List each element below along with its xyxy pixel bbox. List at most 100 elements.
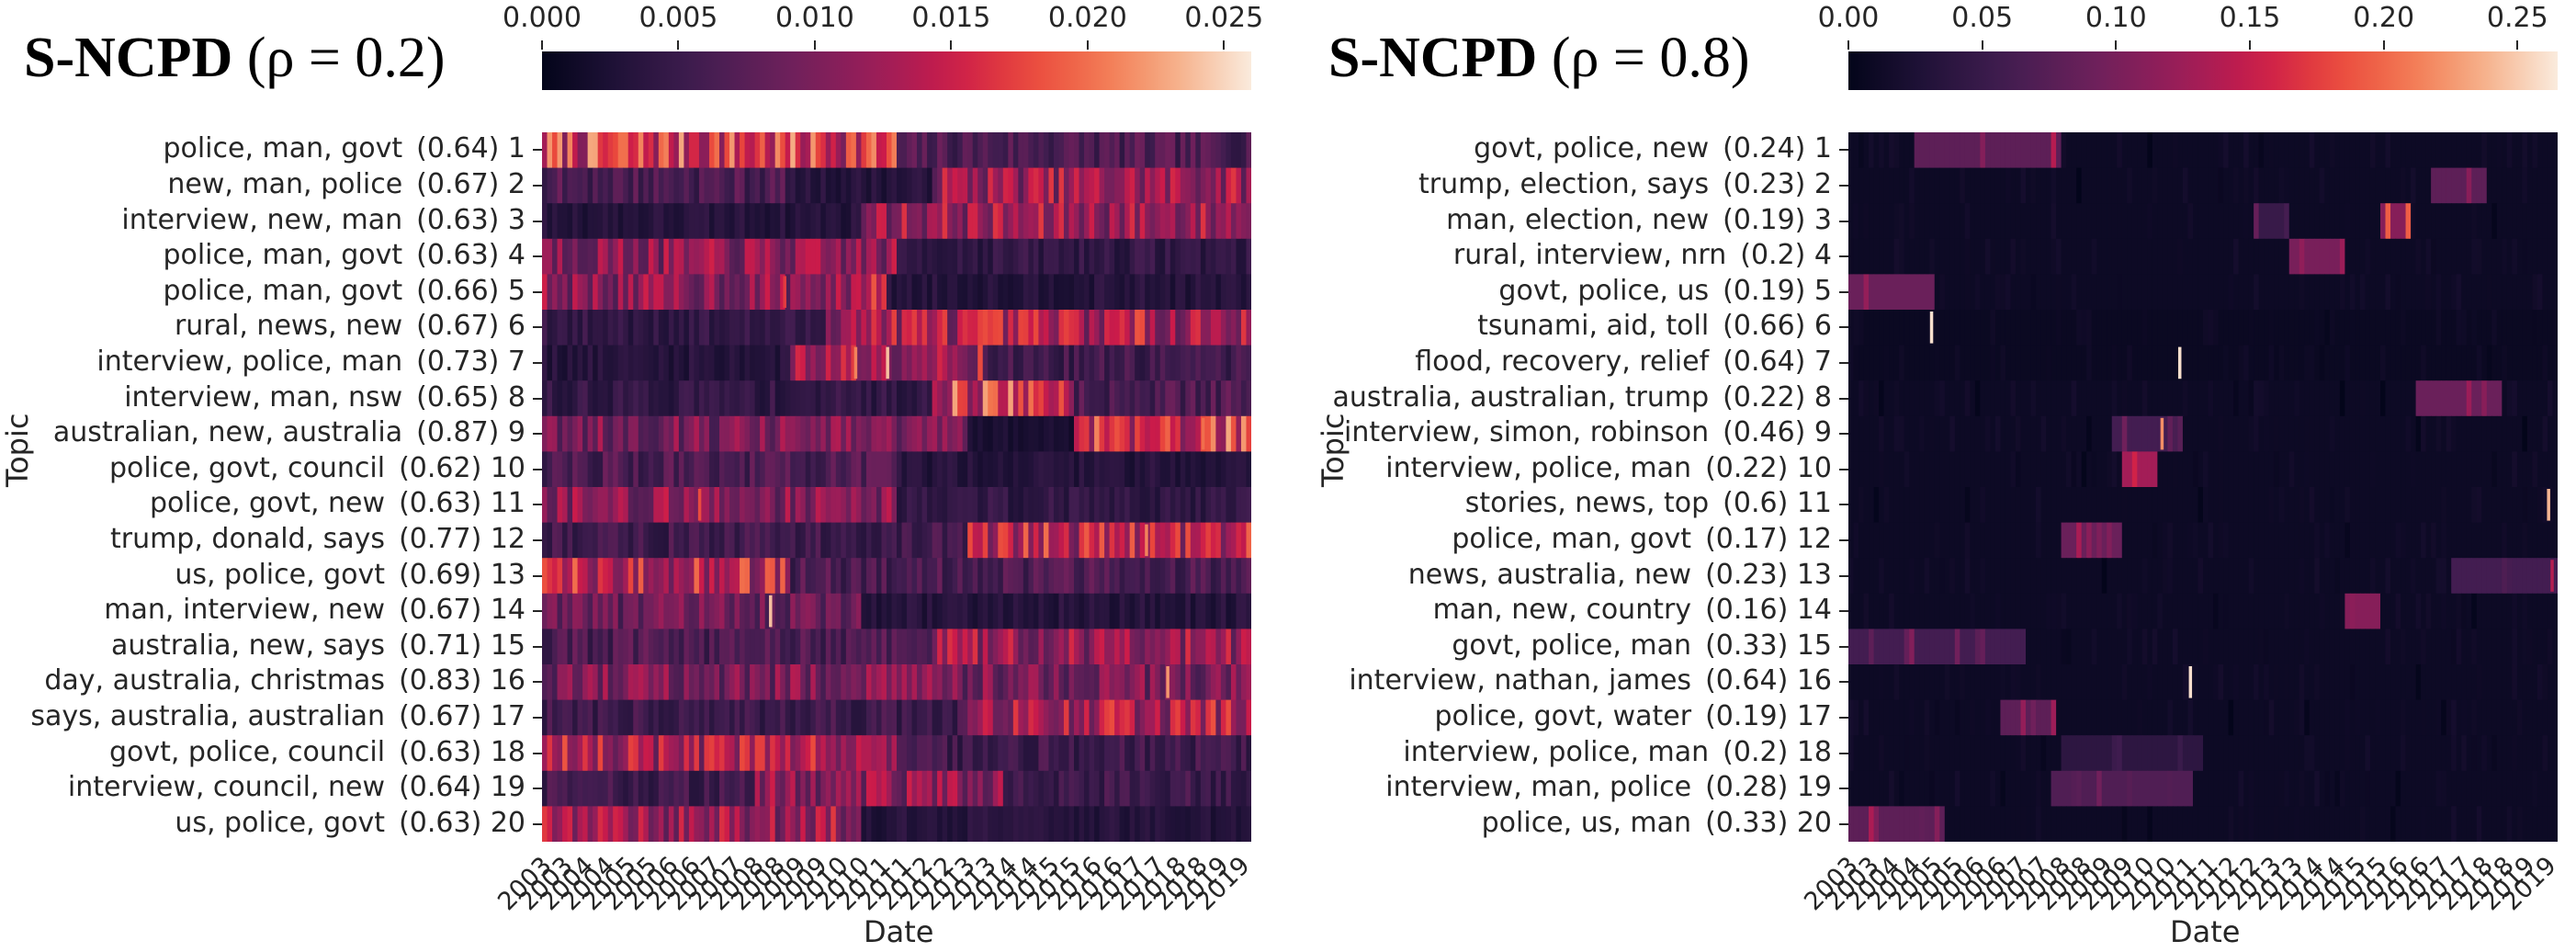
heatmap-cell <box>627 487 634 524</box>
heatmap-cell <box>947 132 954 169</box>
heatmap-cell <box>2127 487 2133 524</box>
heatmap-cell <box>891 167 898 204</box>
heatmap-cell <box>2526 238 2534 275</box>
heatmap-cell <box>708 132 716 169</box>
heatmap-cell <box>901 451 908 488</box>
heatmap-cell <box>1028 487 1034 524</box>
heatmap-cell <box>770 664 776 701</box>
heatmap-cell <box>972 522 978 559</box>
heatmap-cell <box>2324 238 2331 275</box>
heatmap-cell <box>937 699 943 736</box>
heatmap-cell <box>2010 274 2017 311</box>
heatmap-cell <box>790 487 797 524</box>
heatmap-cell <box>1883 593 1890 629</box>
heatmap-cell <box>542 203 548 240</box>
heatmap-cell <box>952 132 958 169</box>
heatmap-cell <box>1180 487 1186 524</box>
heatmap-cell <box>2421 415 2427 452</box>
heatmap-cell <box>542 487 548 524</box>
heatmap-cell <box>1909 203 1915 240</box>
heatmap-cell <box>2061 415 2067 452</box>
heatmap-cell <box>744 380 751 417</box>
heatmap-cell <box>1159 629 1166 665</box>
heatmap-cell <box>673 487 680 524</box>
heatmap-cell <box>2274 451 2280 488</box>
heatmap-cell <box>800 132 807 169</box>
heatmap-cell <box>871 558 877 595</box>
heatmap-cell <box>2299 451 2305 488</box>
heatmap-cell <box>1129 380 1135 417</box>
heatmap-cell <box>2157 522 2164 559</box>
heatmap-cell <box>774 770 781 807</box>
heatmap-cell <box>2456 203 2462 240</box>
heatmap-cell <box>1084 238 1090 275</box>
heatmap-cell <box>2056 345 2062 381</box>
heatmap-cell <box>815 487 821 524</box>
heatmap-cell <box>1195 806 1202 842</box>
heatmap-cell <box>1960 167 1966 204</box>
heatmap-cell <box>861 345 867 381</box>
heatmap-cell <box>982 664 989 701</box>
heatmap-cell <box>643 664 650 701</box>
heatmap-cell <box>967 415 974 452</box>
heatmap-cell <box>1873 415 1880 452</box>
heatmap-cell <box>855 770 862 807</box>
heatmap-cell <box>577 664 583 701</box>
heatmap-cell <box>593 238 599 275</box>
heatmap-cell <box>1215 451 1222 488</box>
heatmap-cell <box>1859 238 1865 275</box>
heatmap-cell <box>597 699 604 736</box>
heatmap-cell <box>2096 593 2103 629</box>
heatmap-cell <box>901 132 908 169</box>
heatmap-cell <box>1129 345 1135 381</box>
heatmap-cell <box>921 593 928 629</box>
heatmap-cell <box>1119 415 1125 452</box>
heatmap-cell <box>1974 380 1981 417</box>
heatmap-cell <box>865 664 873 701</box>
heatmap-cell <box>876 345 883 381</box>
heatmap-cell <box>2264 415 2270 452</box>
heatmap-cell <box>998 451 1004 488</box>
heatmap-cell <box>1139 487 1146 524</box>
heatmap-cell <box>663 310 670 346</box>
heatmap-cell <box>1873 522 1880 559</box>
heatmap-cell <box>2552 345 2558 381</box>
heatmap-cell <box>2390 380 2397 417</box>
heatmap-cell <box>1939 629 1946 665</box>
heatmap-cell <box>2243 593 2250 629</box>
heatmap-cell <box>937 735 943 772</box>
heatmap-cell <box>1195 735 1202 772</box>
heatmap-cell <box>1909 415 1915 452</box>
heatmap-cell <box>1149 487 1156 524</box>
heatmap-cell <box>770 274 776 311</box>
heatmap-cell <box>2329 132 2335 169</box>
heatmap-cell <box>1124 238 1131 275</box>
heatmap-cell <box>2491 167 2498 204</box>
heatmap-cell <box>977 593 984 629</box>
heatmap-cell <box>2162 203 2168 240</box>
heatmap-cell <box>917 629 923 665</box>
heatmap-cell <box>1879 558 1885 595</box>
heatmap-cell <box>2228 203 2234 240</box>
heatmap-cell <box>2355 238 2361 275</box>
heatmap-cell <box>673 735 680 772</box>
heatmap-cell <box>1043 699 1050 736</box>
heatmap-cell <box>1063 203 1070 240</box>
heatmap-cell <box>988 380 994 417</box>
heatmap-cell <box>1149 238 1156 275</box>
heatmap-cell <box>562 770 569 807</box>
heatmap-cell <box>714 380 720 417</box>
heatmap-cell <box>795 699 801 736</box>
heatmap-cell <box>2167 345 2174 381</box>
heatmap-cell <box>617 203 624 240</box>
heatmap-cell <box>678 310 684 346</box>
heatmap-cell <box>2411 274 2417 311</box>
heatmap-cell <box>2243 203 2250 240</box>
heatmap-cell <box>785 132 791 169</box>
heatmap-cell <box>1879 203 1885 240</box>
heatmap-cell <box>1236 629 1242 665</box>
heatmap-cell <box>835 806 842 842</box>
heatmap-cell <box>613 132 619 169</box>
heatmap-cell <box>668 735 674 772</box>
heatmap-cell <box>2187 132 2194 169</box>
